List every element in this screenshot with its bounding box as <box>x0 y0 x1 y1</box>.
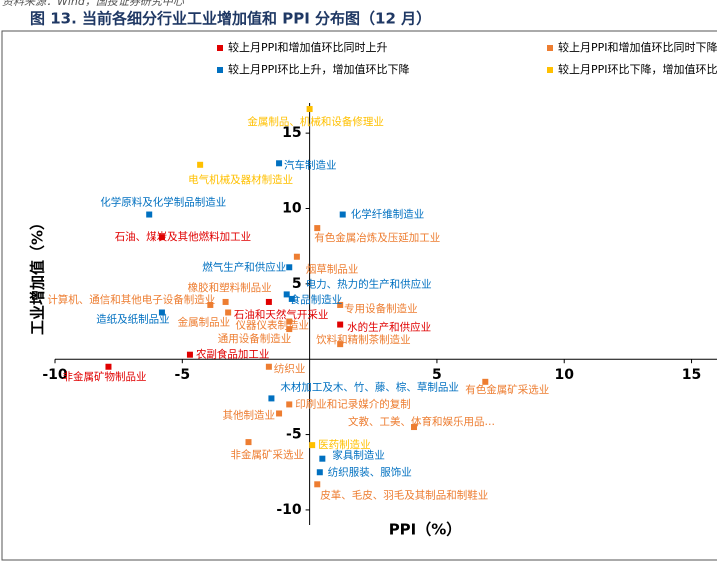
point-label: 其他制造业 <box>223 408 276 421</box>
legend-label: 较上月PPI环比上升，增加值环比下降 <box>228 62 410 76</box>
point-label: 烟草制品业 <box>306 263 359 276</box>
point-label: 食品制造业 <box>290 293 343 306</box>
point-label: 化学原料及化学制品制造业 <box>100 196 226 209</box>
point <box>286 318 293 325</box>
point-label: 橡胶和塑料制品业 <box>188 281 272 294</box>
point-label: 专用设备制造业 <box>344 302 418 315</box>
point-label: 电气机械及器材制造业 <box>188 173 293 186</box>
point <box>316 469 323 476</box>
point-label: 家具制造业 <box>332 449 385 462</box>
point <box>276 160 283 167</box>
point <box>225 309 232 316</box>
point <box>186 351 193 358</box>
point-label: 电力、热力的生产和供应业 <box>306 277 432 290</box>
x-axis-title: PPI（%） <box>389 521 462 539</box>
point <box>276 410 283 417</box>
point-label: 化学纤维制造业 <box>351 208 425 221</box>
point <box>105 363 112 370</box>
y-tick-label: 5 <box>292 276 302 292</box>
x-tick-label: -10 <box>42 367 68 383</box>
point <box>286 264 293 271</box>
point-label: 计算机、通信和其他电子设备制造业 <box>47 293 215 306</box>
y-tick-label: -10 <box>276 502 302 518</box>
y-axis-title: 工业增加值（%） <box>29 215 47 335</box>
point-label: 石油、煤炭及其他燃料加工业 <box>115 230 252 243</box>
point <box>337 321 344 328</box>
point-label: 燃气生产和供应业 <box>202 260 286 273</box>
point-label: 通用设备制造业 <box>218 332 292 345</box>
point <box>339 211 346 218</box>
chart-title: 图 13. 当前各细分行业工业增加值和 PPI 分布图（12 月） <box>30 10 431 28</box>
x-tick-label: 10 <box>554 367 574 383</box>
y-tick-label: -5 <box>286 427 302 443</box>
point <box>146 211 153 218</box>
point <box>482 378 489 385</box>
point-label: 金属制品、机械和设备修理业 <box>247 115 384 128</box>
legend-marker <box>547 45 553 51</box>
point <box>319 455 326 462</box>
point <box>158 234 165 241</box>
point <box>268 395 275 402</box>
point <box>306 106 313 113</box>
legend-label: 较上月PPI和增加值环比同时下降 <box>558 40 717 54</box>
point-label: 医药制造业 <box>318 438 371 451</box>
legend-marker <box>217 67 223 73</box>
point-label: 水的生产和供应业 <box>347 321 431 334</box>
legend-marker <box>217 45 223 51</box>
point <box>197 161 204 168</box>
point <box>158 309 165 316</box>
point <box>222 298 229 305</box>
chart-frame <box>1 30 717 561</box>
point <box>286 401 293 408</box>
point-label: 造纸及纸制品业 <box>96 312 170 325</box>
x-tick-label: -5 <box>175 367 191 383</box>
point-label: 有色金属矿采选业 <box>465 383 549 396</box>
point <box>337 341 344 348</box>
y-tick-label: 15 <box>282 125 301 141</box>
y-tick-label: 10 <box>282 201 302 217</box>
point-label: 纺织服装、服饰业 <box>328 465 412 478</box>
point <box>245 439 252 446</box>
point-label: 农副食品加工业 <box>196 348 270 361</box>
point-label: 仪器仪表制造业 <box>235 319 309 332</box>
point-label: 饮料和精制茶制造业 <box>316 333 411 346</box>
point-label: 有色金属冶炼及压延加工业 <box>314 231 440 244</box>
point <box>309 442 316 449</box>
legend-label: 较上月PPI环比下降，增加值环比上升 <box>558 62 717 76</box>
point-label: 石油和天然气开采业 <box>234 308 329 321</box>
point <box>283 291 290 298</box>
point <box>265 363 272 370</box>
point-label: 皮革、毛皮、羽毛及其制品和制鞋业 <box>320 488 488 501</box>
point <box>288 295 295 302</box>
point <box>207 301 214 308</box>
point <box>293 253 300 260</box>
point-label: 木材加工及木、竹、藤、棕、草制品业 <box>280 380 459 393</box>
point-label: 非金属矿物制品业 <box>62 370 146 383</box>
legend-label: 较上月PPI和增加值环比同时上升 <box>228 40 388 54</box>
point-label: 非金属矿采选业 <box>231 448 305 461</box>
point <box>265 298 272 305</box>
point-label: 纺织业 <box>274 362 306 375</box>
point <box>314 225 321 232</box>
source-note: 资料来源：Wind，国投证券研究中心 <box>2 0 185 8</box>
x-tick-label: 15 <box>682 367 701 383</box>
point-label: 汽车制造业 <box>284 158 337 171</box>
point-label: 文教、工美、体育和娱乐用品… <box>348 415 495 428</box>
point <box>286 326 293 333</box>
point <box>314 481 321 488</box>
legend-marker <box>547 67 553 73</box>
point-label: 印刷业和记录媒介的复制 <box>295 397 411 410</box>
point-label: 金属制品业 <box>178 315 231 328</box>
point <box>411 424 418 431</box>
x-tick-label: 5 <box>432 367 442 383</box>
point <box>337 301 344 308</box>
